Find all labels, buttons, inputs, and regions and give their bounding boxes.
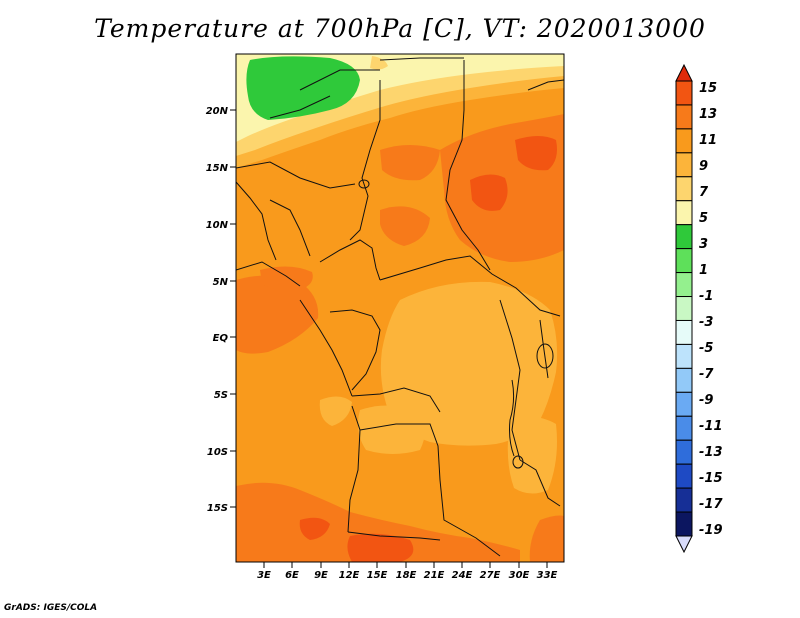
lon-tick-label-21E: 21E	[424, 570, 445, 581]
lon-tick-label-12E: 12E	[339, 570, 360, 581]
lat-tick-10S: 10S	[207, 447, 236, 458]
colorbar-cell	[675, 296, 693, 321]
longitude-axis: 3E 6E 9E 12E 15E 18E 21E 24E	[257, 562, 558, 581]
colorbar-label: -3	[699, 315, 713, 330]
lon-tick-27E: 27E	[480, 562, 501, 581]
colorbar-cell	[675, 272, 693, 298]
lat-tick-label-15N: 15N	[206, 163, 229, 174]
lat-tick-label-15S: 15S	[207, 503, 228, 514]
lat-tick-5S: 5S	[214, 390, 236, 401]
colorbar-cell	[675, 176, 693, 202]
lon-tick-3E: 3E	[257, 562, 271, 581]
colorbar-cell	[675, 224, 693, 250]
lakes	[358, 179, 554, 469]
colorbar-label: -15	[699, 471, 723, 486]
lon-tick-label-30E: 30E	[509, 570, 530, 581]
colorbar-cell	[675, 104, 693, 130]
colorbar-label: 9	[699, 159, 708, 174]
colorbar-bottom-triangle	[675, 535, 693, 554]
colorbar-cell	[675, 343, 693, 369]
lat-tick-label-5S: 5S	[214, 390, 228, 401]
lon-tick-15E: 15E	[367, 562, 388, 581]
lon-tick-33E: 33E	[537, 562, 558, 581]
lon-tick-label-6E: 6E	[285, 570, 299, 581]
lon-tick-label-33E: 33E	[537, 570, 558, 581]
lat-tick-10N: 10N	[206, 220, 236, 231]
colorbar-label: 11	[699, 133, 717, 148]
latitude-axis: 20N 15N 10N 5N EQ 5S 10S 15S	[206, 106, 236, 514]
colorbar-label: 13	[699, 107, 717, 122]
lon-tick-label-3E: 3E	[257, 570, 271, 581]
lon-tick-12E: 12E	[339, 562, 360, 581]
colorbar-label: -7	[699, 367, 714, 382]
colorbar-cell	[675, 152, 693, 178]
colorbar-label: 7	[699, 185, 709, 200]
colorbar-label: -13	[699, 445, 723, 460]
colorbar-label: -19	[699, 523, 723, 538]
lat-tick-15N: 15N	[206, 163, 236, 174]
colorbar-cell	[675, 319, 693, 345]
lat-tick-label-EQ: EQ	[213, 333, 229, 344]
lat-tick-label-5N: 5N	[213, 277, 229, 288]
lat-tick-EQ: EQ	[213, 333, 236, 344]
colorbar-cell	[675, 80, 693, 106]
colorbar-cell	[675, 415, 693, 441]
page-title: Temperature at 700hPa [C], VT: 202001300…	[94, 14, 706, 43]
lon-tick-label-15E: 15E	[367, 570, 388, 581]
colorbar-cell	[675, 439, 693, 465]
colorbar-cell	[675, 487, 693, 513]
lat-tick-label-10N: 10N	[206, 220, 229, 231]
lat-tick-label-10S: 10S	[207, 447, 228, 458]
country-borders	[236, 57, 564, 557]
map-frame	[235, 53, 565, 563]
colorbar-label: 3	[699, 237, 708, 252]
colorbar-label: 1	[699, 263, 708, 278]
colorbar-label: -9	[699, 393, 713, 408]
lon-tick-18E: 18E	[396, 562, 417, 581]
colorbar-label: 5	[699, 211, 708, 226]
colorbar: 15 13 11 9 7 5 3 1 -1 -3 -5 -7 -9 -11 -1…	[675, 63, 723, 554]
colorbar-cell	[675, 248, 693, 274]
lat-tick-20N: 20N	[206, 106, 236, 117]
colorbar-cell	[675, 463, 693, 489]
lon-tick-label-24E: 24E	[452, 570, 473, 581]
colorbar-label: -17	[699, 497, 723, 512]
lon-tick-9E: 9E	[314, 562, 328, 581]
colorbar-cell	[675, 391, 693, 417]
colorbar-cell	[675, 128, 693, 154]
colorbar-label: 15	[699, 81, 717, 96]
colorbar-label: -11	[699, 419, 723, 434]
lat-tick-label-20N: 20N	[206, 106, 229, 117]
lat-tick-15S: 15S	[207, 503, 236, 514]
temperature-field	[236, 54, 564, 562]
lon-tick-21E: 21E	[424, 562, 445, 581]
lon-tick-30E: 30E	[509, 562, 530, 581]
credit-label: GrADS: IGES/COLA	[4, 603, 98, 613]
colorbar-cell	[675, 367, 693, 393]
lon-tick-label-27E: 27E	[480, 570, 501, 581]
lon-tick-label-18E: 18E	[396, 570, 417, 581]
colorbar-label: -1	[699, 289, 713, 304]
colorbar-cell	[675, 511, 693, 537]
colorbar-top-triangle	[675, 63, 693, 82]
lon-tick-24E: 24E	[452, 562, 473, 581]
colorbar-cell	[675, 200, 693, 226]
lat-tick-5N: 5N	[213, 277, 236, 288]
colorbar-label: -5	[699, 341, 713, 356]
lon-tick-6E: 6E	[285, 562, 299, 581]
lon-tick-label-9E: 9E	[314, 570, 328, 581]
